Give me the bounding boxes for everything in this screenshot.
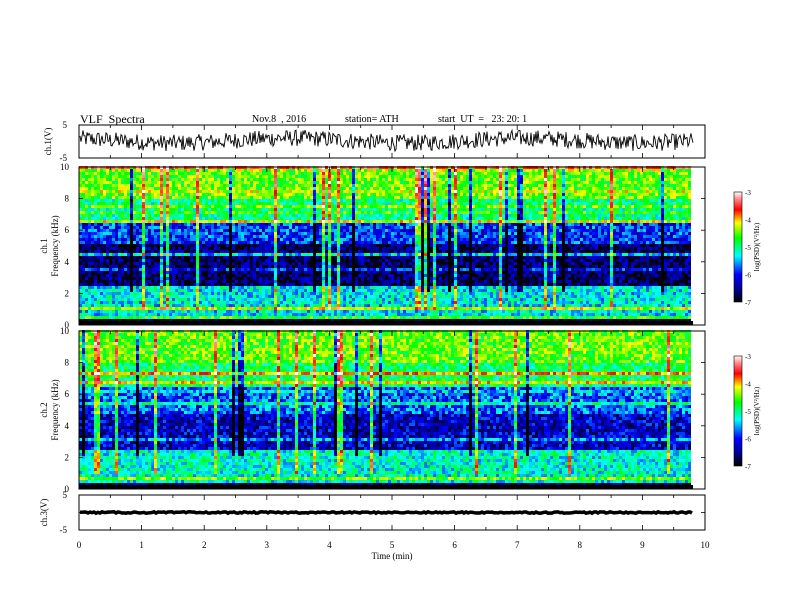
ch2-spectrogram-ylabel: ch.2: [39, 402, 49, 417]
ch2-spectrogram-colorbar: [733, 355, 743, 467]
x-tick-label: 2: [202, 540, 207, 550]
y-tick-label: 2: [65, 452, 70, 462]
colorbar-tick-label: -4: [745, 381, 751, 389]
y-tick-label: 8: [65, 358, 70, 368]
start-time-label: start UT = 23: 20: 1: [438, 114, 527, 125]
colorbar-tick-label: -6: [745, 272, 751, 280]
y-tick-label: 10: [60, 326, 70, 336]
ch1-spectrogram-colorbar-label: log(PSD)(V²/Hz): [753, 222, 761, 271]
x-tick-label: 3: [265, 540, 270, 550]
x-tick-label: 1: [139, 540, 144, 550]
ch1-waveform-ylabel: ch.1(V): [43, 128, 53, 156]
ch2-spectrogram-image: [79, 330, 693, 489]
ch2-spectrogram-ylabel2: Frequency (kHz): [50, 379, 60, 440]
y-tick-label: 4: [65, 421, 70, 431]
colorbar-tick-label: -5: [745, 408, 751, 416]
ch1-waveform-trace: [79, 128, 694, 153]
y-tick-label: 10: [60, 162, 70, 172]
x-axis-label: Time (min): [372, 551, 413, 561]
x-tick-label: 10: [701, 540, 711, 550]
ch2-spectrogram-baseline: [79, 485, 693, 489]
ch1-spectrogram-baseline: [79, 321, 693, 325]
y-tick-label: -5: [60, 153, 68, 163]
ch3-waveform-trace: [80, 509, 693, 516]
y-tick-label: 8: [65, 194, 70, 204]
colorbar-tick-label: -6: [745, 436, 751, 444]
ch1-spectrogram-colorbar: [733, 191, 743, 303]
station-label: station= ATH: [345, 114, 399, 125]
colorbar-tick-label: -7: [745, 463, 751, 471]
x-tick-label: 4: [327, 540, 332, 550]
x-tick-label: 0: [77, 540, 82, 550]
x-tick-label: 7: [515, 540, 520, 550]
date-label: Nov.8 , 2016: [252, 114, 306, 125]
ch1-spectrogram-ylabel: ch.1: [39, 238, 49, 253]
colorbar-tick-label: -4: [745, 217, 751, 225]
colorbar-tick-label: -5: [745, 244, 751, 252]
colorbar-tick-label: -3: [745, 353, 751, 361]
ch1-spectrogram-ylabel2: Frequency (kHz): [50, 215, 60, 276]
x-tick-label: 9: [640, 540, 645, 550]
y-tick-label: 6: [65, 225, 70, 235]
y-tick-label: 5: [63, 490, 68, 500]
ch1-spectrogram-image: [79, 166, 693, 325]
x-tick-label: 8: [578, 540, 583, 550]
y-tick-label: 0: [65, 484, 70, 494]
y-tick-label: 5: [63, 120, 68, 130]
y-tick-label: -5: [60, 525, 68, 535]
ch3-waveform-ylabel: ch.3(V): [39, 499, 49, 527]
colorbar-tick-label: -3: [745, 189, 751, 197]
y-tick-label: 4: [65, 257, 70, 267]
ch2-spectrogram-colorbar-label: log(PSD)(V²/Hz): [753, 386, 761, 435]
y-tick-label: 2: [65, 288, 70, 298]
chart-title: VLF Spectra: [80, 112, 145, 127]
y-tick-label: 0: [65, 320, 70, 330]
colorbar-tick-label: -7: [745, 299, 751, 307]
x-tick-label: 5: [390, 540, 395, 550]
x-tick-label: 6: [452, 540, 457, 550]
y-tick-label: 6: [65, 389, 70, 399]
